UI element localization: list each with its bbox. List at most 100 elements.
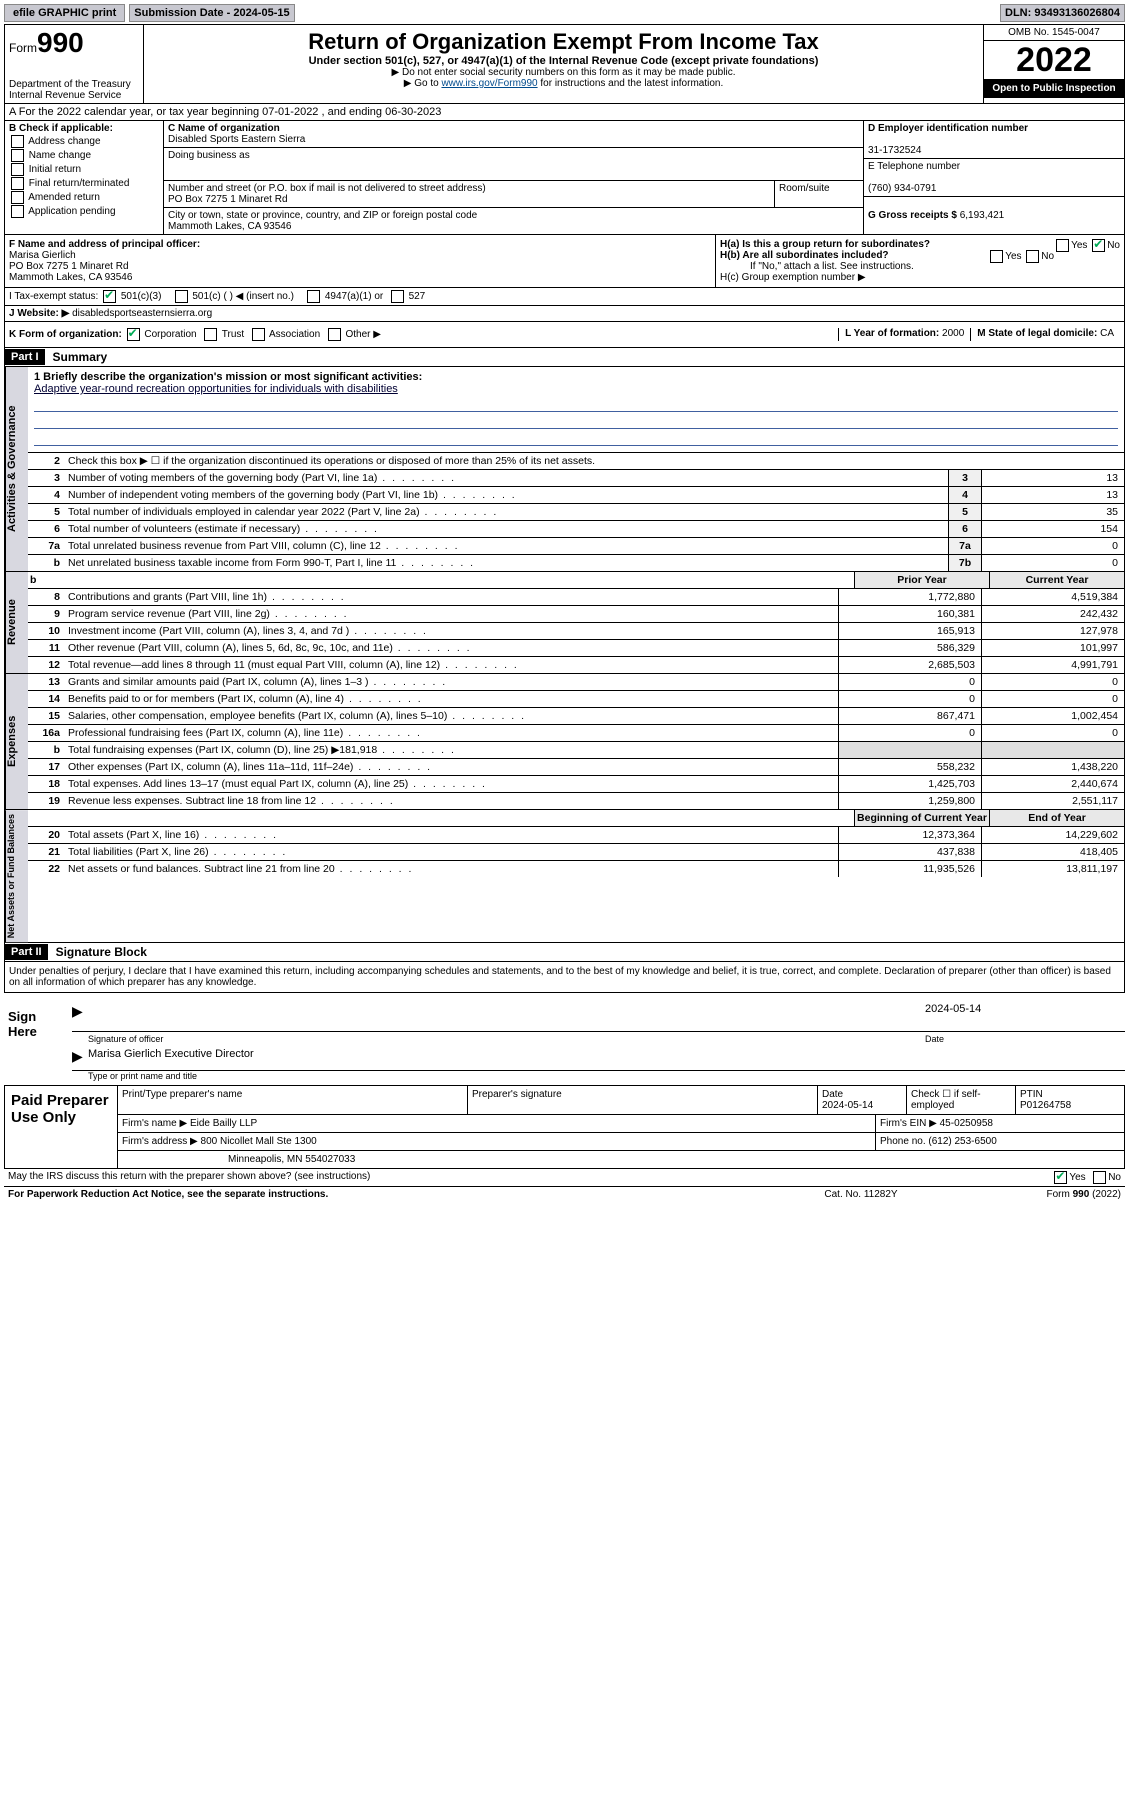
- arrow-icon: ▶: [72, 1048, 88, 1068]
- ha-label: H(a) Is this a group return for subordin…: [720, 239, 930, 250]
- firm-ein-label: Firm's EIN ▶: [880, 1118, 940, 1129]
- k-o4: Other ▶: [345, 329, 380, 340]
- l-label: L Year of formation:: [845, 328, 942, 339]
- col-h: H(a) Is this a group return for subordin…: [716, 235, 1124, 287]
- top-bar: efile GRAPHIC print Submission Date - 20…: [4, 4, 1125, 22]
- j-label: J Website: ▶: [9, 308, 72, 319]
- col-b: B Check if applicable: Address change Na…: [5, 121, 164, 234]
- firm-phone-label: Phone no.: [880, 1136, 928, 1147]
- efile-print-button[interactable]: efile GRAPHIC print: [4, 4, 125, 22]
- officer-addr1: PO Box 7275 1 Minaret Rd: [9, 261, 129, 272]
- rev-header: b Prior Year Current Year: [28, 572, 1124, 589]
- block-fh: F Name and address of principal officer:…: [4, 235, 1125, 288]
- data-row: 18Total expenses. Add lines 13–17 (must …: [28, 776, 1124, 793]
- mission-line: [34, 414, 1118, 429]
- netassets-section: Net Assets or Fund Balances Beginning of…: [4, 810, 1125, 943]
- gov-row: 4Number of independent voting members of…: [28, 487, 1124, 504]
- form-prefix: Form: [9, 41, 37, 55]
- i-o4: 527: [409, 291, 426, 302]
- ha-no: No: [1107, 240, 1120, 251]
- tax-year: 2022: [984, 41, 1124, 79]
- i-o2: 501(c) ( ) ◀ (insert no.): [192, 291, 294, 302]
- cb-4947[interactable]: [307, 290, 320, 303]
- side-revenue: Revenue: [5, 572, 28, 673]
- data-row: 9Program service revenue (Part VIII, lin…: [28, 606, 1124, 623]
- cb-name-change[interactable]: Name change: [9, 149, 159, 162]
- cb-amended[interactable]: Amended return: [9, 191, 159, 204]
- cb-discuss-no[interactable]: [1093, 1171, 1106, 1184]
- gov-row: 5Total number of individuals employed in…: [28, 504, 1124, 521]
- cb-501c3[interactable]: [103, 290, 116, 303]
- col-current: Current Year: [989, 572, 1124, 588]
- cb-address-change[interactable]: Address change: [9, 135, 159, 148]
- hb-label: H(b) Are all subordinates included?: [720, 250, 889, 261]
- cb-trust[interactable]: [204, 328, 217, 341]
- block-k: K Form of organization: Corporation Trus…: [4, 322, 1125, 348]
- city-row: City or town, state or province, country…: [164, 207, 863, 234]
- ha-row: H(a) Is this a group return for subordin…: [720, 239, 1120, 250]
- website-val: disabledsportseasternsierra.org: [72, 308, 212, 319]
- dln-value: 93493136026804: [1034, 7, 1120, 19]
- gov-row: 6Total number of volunteers (estimate if…: [28, 521, 1124, 538]
- sign-here-label: Sign Here: [4, 1001, 72, 1081]
- cb-final[interactable]: Final return/terminated: [9, 177, 159, 190]
- irs-link[interactable]: www.irs.gov/Form990: [441, 78, 537, 89]
- k-o2: Trust: [222, 329, 244, 340]
- gov-row: bNet unrelated business taxable income f…: [28, 555, 1124, 571]
- cb-other[interactable]: [328, 328, 341, 341]
- year-formation: L Year of formation: 2000: [838, 328, 970, 341]
- cb-527[interactable]: [391, 290, 404, 303]
- state-domicile: M State of legal domicile: CA: [970, 328, 1120, 341]
- col-boy: Beginning of Current Year: [854, 810, 989, 826]
- cb-assoc[interactable]: [252, 328, 265, 341]
- side-governance: Activities & Governance: [5, 367, 28, 571]
- pra-text: For Paperwork Reduction Act Notice, see …: [8, 1189, 761, 1200]
- dln-box: DLN: 93493136026804: [1000, 4, 1125, 22]
- firm-val: Eide Bailly LLP: [190, 1118, 257, 1129]
- officer-addr2: Mammoth Lakes, CA 93546: [9, 272, 132, 283]
- cb-corp[interactable]: [127, 328, 140, 341]
- cb-pending[interactable]: Application pending: [9, 205, 159, 218]
- prep-date-label: Date: [822, 1089, 843, 1100]
- cb-501c[interactable]: [175, 290, 188, 303]
- note-link: ▶ Go to www.irs.gov/Form990 for instruct…: [148, 78, 979, 89]
- side-expenses: Expenses: [5, 674, 28, 809]
- ptin-label: PTIN: [1020, 1089, 1043, 1100]
- declaration-text: Under penalties of perjury, I declare th…: [4, 962, 1125, 993]
- sub-date-label: Submission Date -: [134, 7, 233, 19]
- prep-sig-label: Preparer's signature: [468, 1086, 818, 1114]
- submission-date-box: Submission Date - 2024-05-15: [129, 4, 294, 22]
- sub-date-value: 2024-05-15: [233, 7, 289, 19]
- side-netassets: Net Assets or Fund Balances: [5, 810, 28, 942]
- cb-initial[interactable]: Initial return: [9, 163, 159, 176]
- ein-box: D Employer identification number 31-1732…: [864, 121, 1124, 159]
- name-label: C Name of organization: [168, 123, 280, 134]
- org-name-row: C Name of organization Disabled Sports E…: [164, 121, 863, 148]
- part2-head: Part II: [5, 944, 48, 960]
- m-val: CA: [1100, 328, 1114, 339]
- firm-label: Firm's name ▶: [122, 1118, 190, 1129]
- discuss-yes: Yes: [1069, 1172, 1085, 1183]
- i-o1: 501(c)(3): [121, 291, 162, 302]
- addr-row: Number and street (or P.O. box if mail i…: [164, 181, 863, 207]
- cat-no: Cat. No. 11282Y: [761, 1189, 961, 1200]
- data-row: 16aProfessional fundraising fees (Part I…: [28, 725, 1124, 742]
- part2-header: Part II Signature Block: [4, 943, 1125, 962]
- header-mid: Return of Organization Exempt From Incom…: [144, 25, 983, 103]
- firm-phone-val: (612) 253-6500: [928, 1136, 996, 1147]
- room-label: Room/suite: [775, 181, 863, 207]
- l-val: 2000: [942, 328, 964, 339]
- na-header: Beginning of Current Year End of Year: [28, 810, 1124, 827]
- sign-date: 2024-05-14: [925, 1003, 1125, 1029]
- cb-discuss-yes[interactable]: [1054, 1171, 1067, 1184]
- f-label: F Name and address of principal officer:: [9, 239, 200, 250]
- k-o1: Corporation: [144, 329, 196, 340]
- dln-label: DLN:: [1005, 7, 1034, 19]
- header-right: OMB No. 1545-0047 2022 Open to Public In…: [983, 25, 1124, 103]
- officer-name: Marisa Gierlich: [9, 250, 76, 261]
- part1-head: Part I: [5, 349, 45, 365]
- governance-section: Activities & Governance 1 Briefly descri…: [4, 367, 1125, 572]
- form-ref: Form 990 (2022): [961, 1189, 1121, 1200]
- data-row: 19Revenue less expenses. Subtract line 1…: [28, 793, 1124, 809]
- firm-ein-val: 45-0250958: [940, 1118, 993, 1129]
